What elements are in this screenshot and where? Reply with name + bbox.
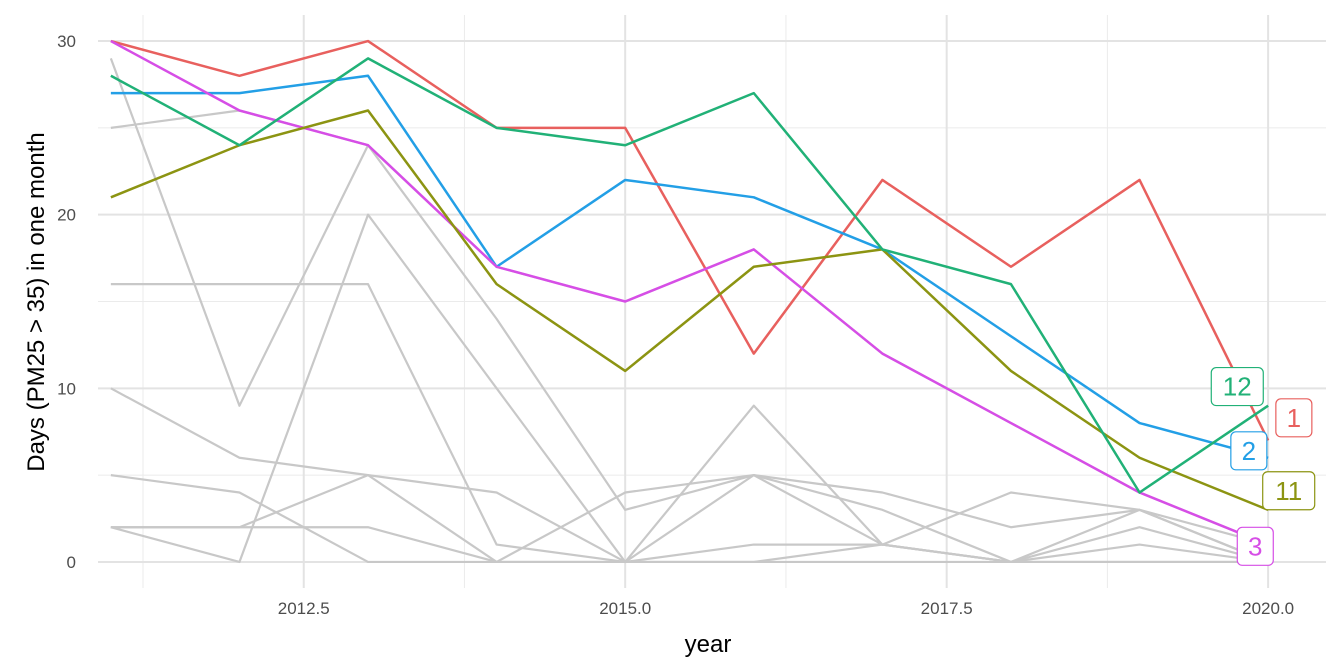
x-tick-label: 2017.5 [921, 599, 973, 618]
y-axis-title: Days (PM25 > 35) in one month [23, 132, 50, 472]
y-tick-label: 10 [57, 379, 76, 398]
end-label-2: 2 [1230, 431, 1268, 471]
background-series-line [110, 283, 1269, 564]
background-series-line [110, 474, 1269, 564]
x-axis-tick-labels: 2012.5 2015.0 2017.5 2020.0 [278, 599, 1294, 618]
series-line-11 [110, 109, 1269, 512]
x-tick-label: 2015.0 [599, 599, 651, 618]
svg-text:3: 3 [1248, 531, 1262, 561]
series-line-12 [110, 57, 1269, 494]
y-tick-label: 30 [57, 32, 76, 51]
series-line-3 [110, 39, 1269, 546]
svg-text:2: 2 [1242, 436, 1256, 466]
x-tick-label: 2012.5 [278, 599, 330, 618]
y-axis-tick-labels: 0 10 20 30 [57, 32, 76, 572]
background-series-line [110, 109, 1269, 546]
svg-text:12: 12 [1223, 372, 1252, 402]
series-line-1 [110, 39, 1270, 441]
highlighted-series-lines [110, 39, 1270, 546]
end-label-11: 11 [1262, 471, 1316, 511]
svg-text:1: 1 [1287, 403, 1301, 433]
end-label-12: 12 [1210, 366, 1264, 407]
background-series-line [110, 474, 1269, 564]
background-series-line [110, 387, 1269, 564]
end-label-3: 3 [1236, 526, 1274, 566]
end-label-1: 1 [1275, 398, 1313, 438]
svg-text:11: 11 [1275, 476, 1302, 506]
x-axis-title: year [685, 631, 732, 658]
series-line-2 [110, 74, 1269, 459]
background-series-line [109, 58, 1269, 564]
y-tick-label: 20 [57, 206, 76, 225]
x-tick-label: 2020.0 [1242, 599, 1294, 618]
y-tick-label: 0 [67, 553, 76, 572]
